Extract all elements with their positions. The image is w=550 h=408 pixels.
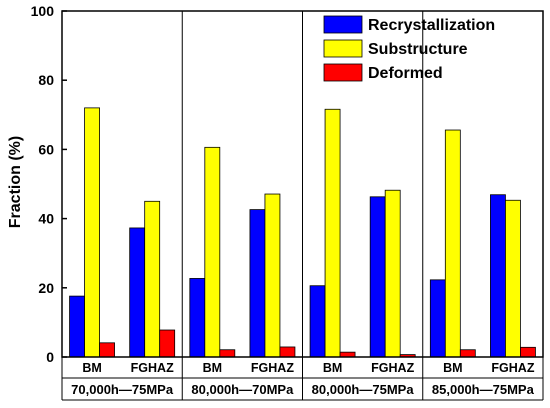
bar-deformed-fghaz: [520, 346, 536, 358]
bar-recrystallization-bm: [429, 279, 446, 358]
y-tick-label: 20: [38, 280, 54, 296]
plot-marks: 0 20 40 60 80 100 BM FGHAZ 70,000h—75MPa BM FGHAZ 8…: [31, 3, 544, 401]
group-label: 85,000h—75MPa: [432, 382, 535, 397]
bar-recrystallization-fghaz: [249, 209, 266, 358]
y-tick-label: 0: [46, 349, 54, 365]
group-label: 70,000h—75MPa: [71, 382, 174, 397]
legend-swatch-deformed: [323, 63, 363, 82]
bar-deformed-fghaz: [159, 329, 176, 358]
legend-label-recrystallization: Recrystallization: [368, 17, 495, 34]
bar-recrystallization-bm: [69, 295, 85, 358]
category-label: BM: [443, 361, 462, 375]
bar-deformed-bm: [219, 349, 236, 358]
y-tick-label: 80: [38, 72, 54, 88]
legend-swatch-recrystallization: [323, 15, 363, 34]
bar-recrystallization-fghaz: [490, 194, 506, 358]
bar-deformed-bm: [99, 342, 115, 358]
category-label: FGHAZ: [371, 361, 414, 375]
bar-recrystallization-bm: [189, 278, 206, 358]
bar-substructure-bm: [84, 107, 100, 358]
bar-substructure-fghaz: [144, 200, 161, 358]
bar-recrystallization-fghaz: [129, 227, 146, 358]
bar-substructure-fghaz: [384, 189, 401, 358]
category-label: BM: [82, 361, 101, 375]
category-label: FGHAZ: [251, 361, 294, 375]
bar-recrystallization-fghaz: [369, 196, 386, 358]
bar-deformed-fghaz: [279, 346, 296, 358]
bar-substructure-bm: [444, 129, 461, 358]
group-label: 80,000h—75MPa: [312, 382, 415, 397]
y-axis-title: Fraction (%): [7, 136, 24, 228]
category-label: FGHAZ: [131, 361, 174, 375]
category-label: BM: [203, 361, 222, 375]
y-tick-label: 100: [31, 3, 55, 19]
plot-frame: [61, 10, 544, 358]
bar-recrystallization-bm: [309, 285, 326, 358]
y-tick-label: 60: [38, 141, 54, 157]
category-label: FGHAZ: [491, 361, 534, 375]
legend: Recrystallization Substructure Deformed: [323, 15, 495, 82]
bar-substructure-bm: [204, 146, 221, 358]
legend-label-deformed: Deformed: [368, 65, 443, 82]
bar-substructure-fghaz: [264, 193, 281, 358]
category-label: BM: [323, 361, 342, 375]
legend-label-substructure: Substructure: [368, 41, 468, 58]
legend-swatch-substructure: [323, 39, 363, 58]
bar-deformed-bm: [459, 349, 476, 358]
bar-substructure-fghaz: [505, 199, 521, 358]
y-tick-label: 40: [38, 211, 54, 227]
group-label: 80,000h—70MPa: [191, 382, 294, 397]
bar-substructure-bm: [324, 108, 341, 358]
